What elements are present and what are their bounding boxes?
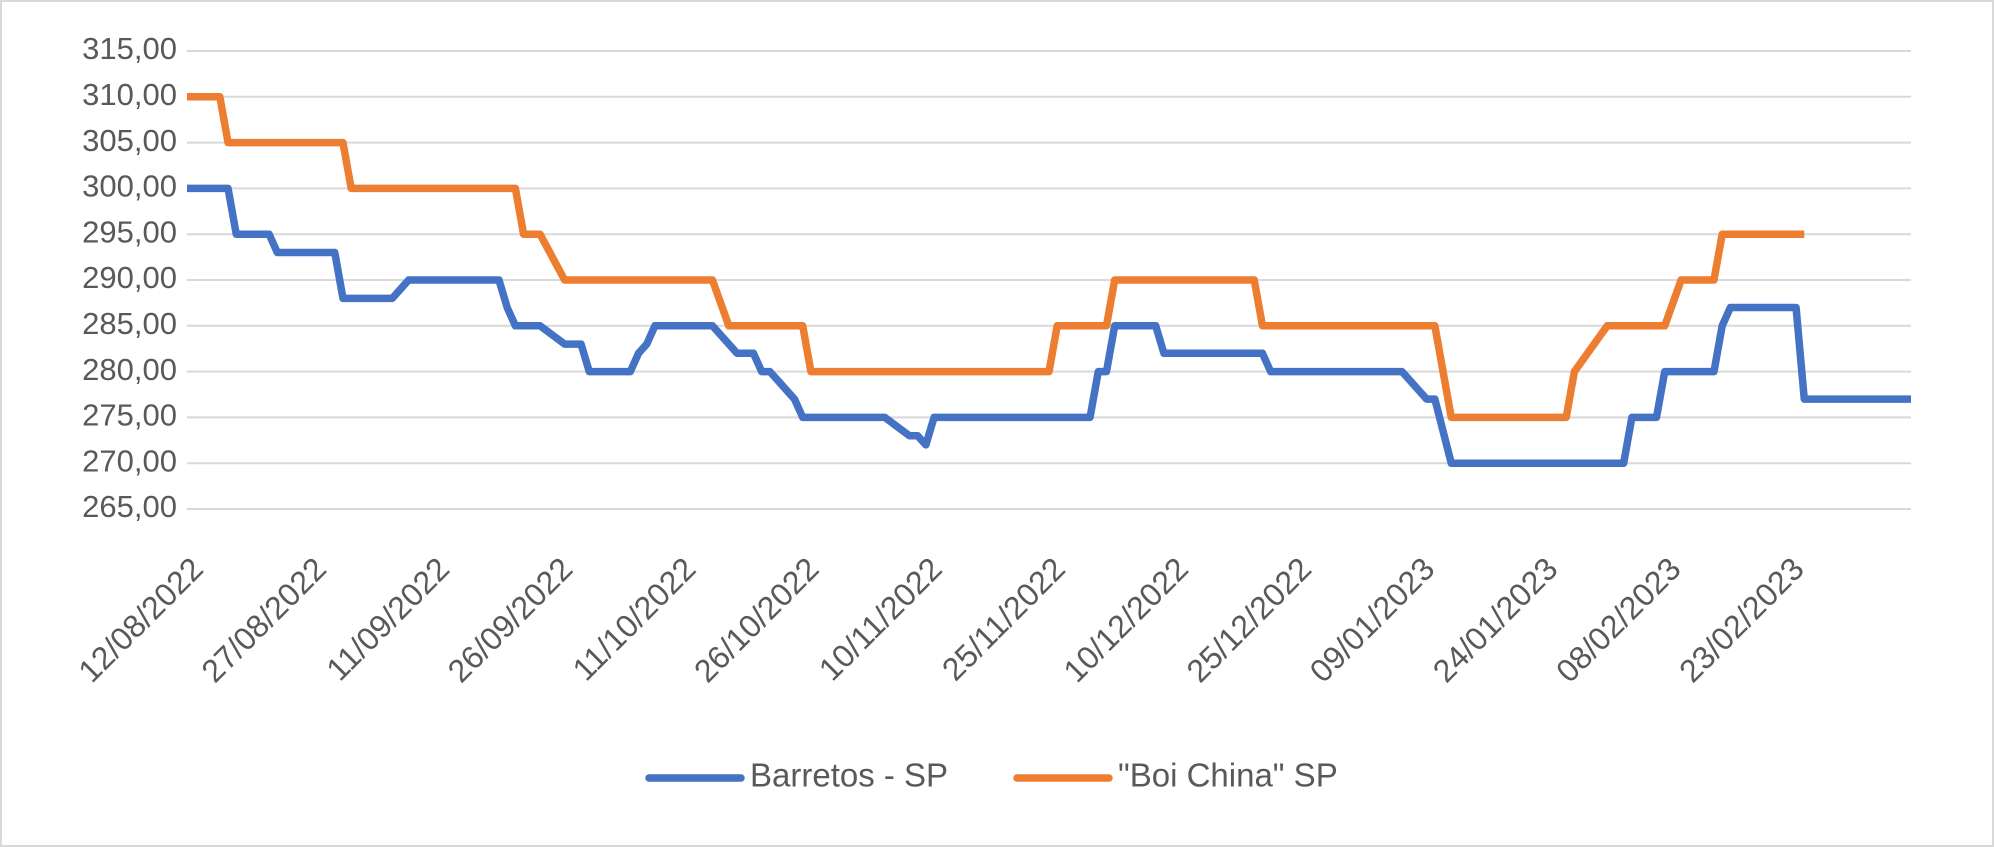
y-tick-label: 265,00 <box>82 489 177 524</box>
legend-label: "Boi China" SP <box>1118 757 1338 794</box>
y-tick-label: 305,00 <box>82 123 177 158</box>
y-tick-label: 300,00 <box>82 169 177 204</box>
y-tick-label: 280,00 <box>82 352 177 387</box>
y-tick-label: 275,00 <box>82 398 177 433</box>
series-line <box>187 184 1911 467</box>
y-tick-label: 270,00 <box>82 443 177 478</box>
y-tick-label: 310,00 <box>82 77 177 112</box>
y-tick-label: 290,00 <box>82 260 177 295</box>
y-tick-label: 285,00 <box>82 306 177 341</box>
y-tick-label: 315,00 <box>82 31 177 66</box>
series-line <box>187 93 1805 422</box>
legend-label: Barretos - SP <box>750 757 948 794</box>
y-tick-label: 295,00 <box>82 214 177 249</box>
